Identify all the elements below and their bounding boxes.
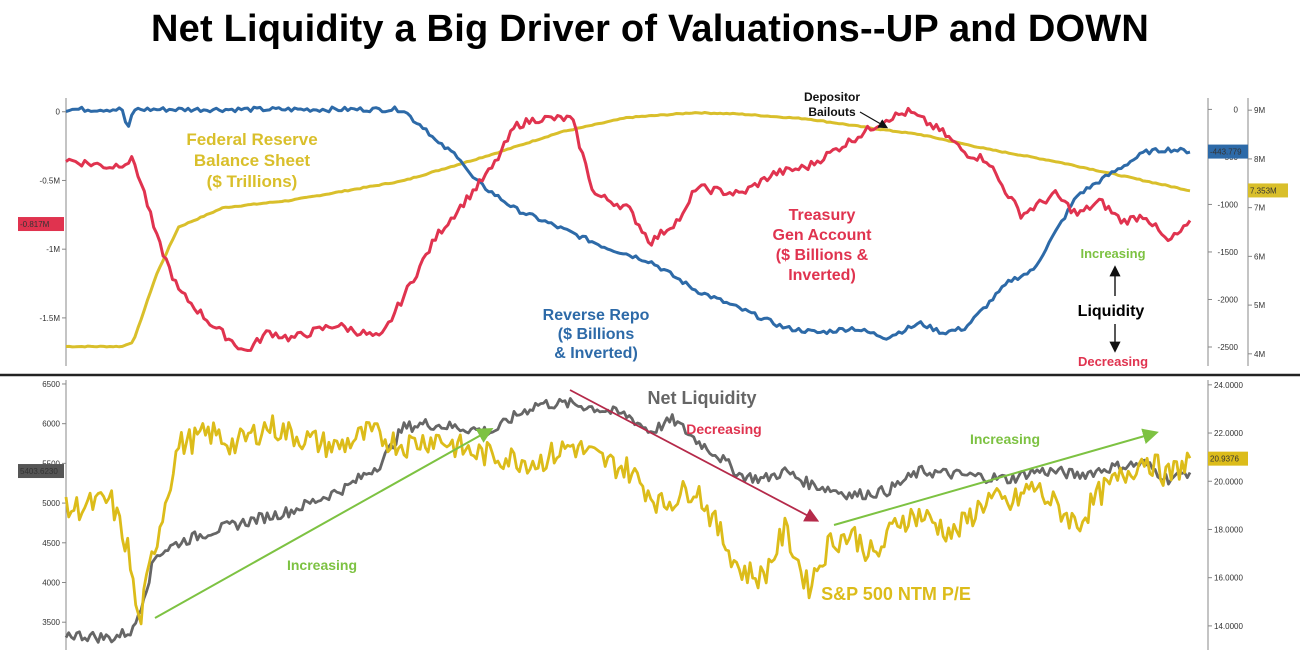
current-label-pe: 20.9376 xyxy=(1210,455,1239,464)
depositor-arrow xyxy=(859,111,889,129)
bottom-left-tick-label: 4000 xyxy=(42,579,60,588)
current-label-tga: -0.817M xyxy=(20,220,50,229)
current-label-fed: 7.353M xyxy=(1250,186,1277,195)
top-right-1-tick-label: -1000 xyxy=(1218,200,1239,209)
bottom-right-tick-label: 14.0000 xyxy=(1214,622,1243,631)
bottom-left-tick-label: 4500 xyxy=(42,539,60,548)
series-line-net xyxy=(64,397,1192,644)
annotation-rrp: Reverse Repo xyxy=(543,307,650,324)
annotation-tga: Inverted) xyxy=(788,267,856,284)
current-label-rrp: -443.779 xyxy=(1210,148,1242,157)
top-left-tick-label: -0.5M xyxy=(40,176,61,185)
current-label-pe-bg xyxy=(1208,451,1248,466)
annotation-depositor: Bailouts xyxy=(808,105,856,119)
top-right-1-tick-label: -1500 xyxy=(1218,248,1239,257)
annotation-liquidity: Liquidity xyxy=(1078,303,1145,320)
current-label-net: 5403.6230 xyxy=(20,467,58,476)
top-right-2-tick-label: 6M xyxy=(1254,252,1265,261)
bottom-right-tick-label: 24.0000 xyxy=(1214,381,1243,390)
bottom-left-tick-label: 6000 xyxy=(42,420,60,429)
top-right-2-tick-label: 8M xyxy=(1254,155,1265,164)
series-line-fed xyxy=(65,111,1191,349)
annotation-net-liquidity: Net Liquidity xyxy=(648,388,757,408)
series-line-tga xyxy=(65,106,1192,352)
current-label-rrp-bg xyxy=(1208,144,1248,159)
annotation-rrp: ($ Billions xyxy=(558,326,635,343)
current-label-tga-bg xyxy=(18,217,64,232)
annotation-sp500: S&P 500 NTM P/E xyxy=(821,584,971,604)
increasing-arrow-left xyxy=(154,428,494,619)
top-right-2-tick-label: 5M xyxy=(1254,301,1265,310)
top-left-tick-label: -1M xyxy=(46,245,60,254)
bottom-left-tick-label: 6500 xyxy=(42,380,60,389)
annotation-rrp: & Inverted) xyxy=(554,345,638,362)
increasing-arrow-right xyxy=(833,428,1159,526)
top-left-tick-label: -1.5M xyxy=(40,314,61,323)
bottom-left-tick-label: 5500 xyxy=(42,459,60,468)
top-right-1-tick-label: 0 xyxy=(1234,105,1239,114)
page-title: Net Liquidity a Big Driver of Valuations… xyxy=(151,8,1149,50)
annotations: Federal Reserve Balance Sheet ($ Trillions… xyxy=(154,90,1159,619)
top-left-tick-label: 0 xyxy=(56,108,61,117)
top-right-2-tick-label: 7M xyxy=(1254,204,1265,213)
top-right-2-tick-label: 4M xyxy=(1254,350,1265,359)
annotation-tga: Treasury xyxy=(789,207,856,224)
series-line-rrp xyxy=(65,105,1191,341)
annotation-tga: Gen Account xyxy=(773,227,873,244)
bottom-panel: 6500 6000 5500 5000 4500 4000 3500 24.0000 22.00… xyxy=(18,380,1248,650)
annotation-fed: Balance Sheet xyxy=(194,151,311,170)
annotation-depositor: Depositor xyxy=(804,90,860,104)
current-label-net-bg xyxy=(18,464,64,479)
top-right-1-tick-label: -2500 xyxy=(1218,343,1239,352)
annotation-increasing-right: Increasing xyxy=(970,431,1040,447)
series-line-pe xyxy=(64,414,1192,626)
annotation-liquidity-increasing: Increasing xyxy=(1080,246,1145,261)
annotation-fed: Federal Reserve xyxy=(186,130,317,149)
bottom-right-tick-label: 22.0000 xyxy=(1214,429,1243,438)
decreasing-arrow xyxy=(569,389,820,522)
top-right-1-tick-label: -2000 xyxy=(1218,295,1239,304)
bottom-right-tick-label: 20.0000 xyxy=(1214,477,1243,486)
bottom-left-tick-label: 3500 xyxy=(42,618,60,627)
annotation-tga: ($ Billions & xyxy=(776,247,869,264)
bottom-left-tick-label: 5000 xyxy=(42,499,60,508)
annotation-liquidity-decreasing: Decreasing xyxy=(1078,354,1148,369)
annotation-net-decreasing: Decreasing xyxy=(686,421,761,437)
annotation-fed: ($ Trillions) xyxy=(207,172,298,191)
annotation-increasing-left: Increasing xyxy=(287,557,357,573)
top-right-2-tick-label: 9M xyxy=(1254,106,1265,115)
bottom-right-tick-label: 16.0000 xyxy=(1214,574,1243,583)
top-panel: 0-0.5M-1M-1.5M0-500-1000-1500-2000-25009… xyxy=(0,98,1300,377)
current-label-fed-bg xyxy=(1248,183,1288,198)
bottom-right-tick-label: 18.0000 xyxy=(1214,525,1243,534)
